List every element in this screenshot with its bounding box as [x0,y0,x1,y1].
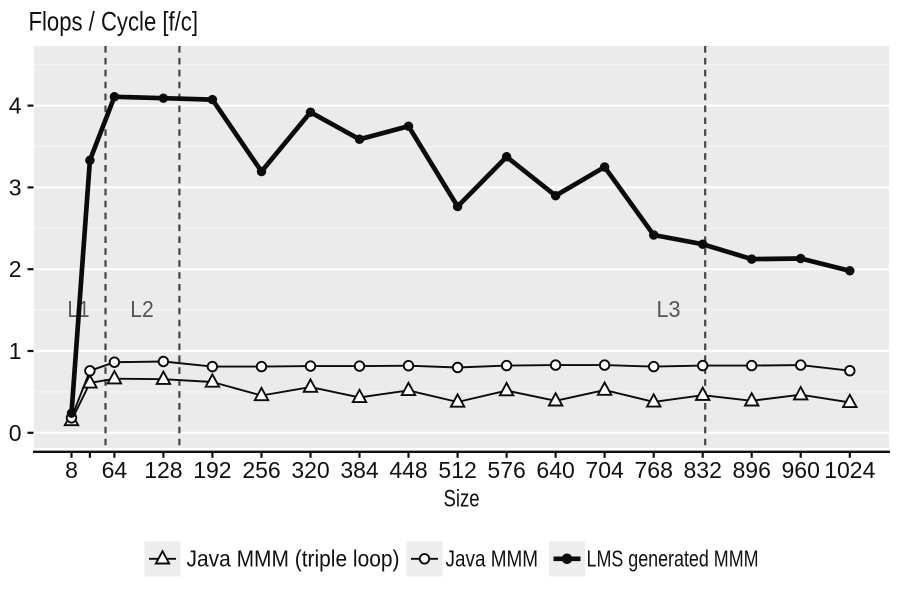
svg-text:896: 896 [733,457,771,483]
svg-text:L2: L2 [130,296,154,322]
svg-text:0: 0 [9,420,22,446]
svg-text:2: 2 [9,256,22,282]
svg-text:576: 576 [487,457,525,483]
svg-text:192: 192 [193,457,231,483]
svg-text:128: 128 [144,457,182,483]
svg-text:448: 448 [389,457,427,483]
svg-text:1024: 1024 [824,457,875,483]
svg-text:8: 8 [65,457,78,483]
svg-text:LMS generated MMM: LMS generated MMM [587,546,759,572]
svg-text:Java MMM (triple loop): Java MMM (triple loop) [187,546,400,572]
svg-text:64: 64 [102,457,128,483]
svg-text:512: 512 [438,457,476,483]
svg-text:3: 3 [9,174,22,200]
svg-text:L3: L3 [657,296,681,322]
svg-text:960: 960 [782,457,820,483]
svg-text:704: 704 [585,457,624,483]
svg-text:320: 320 [291,457,329,483]
svg-text:384: 384 [340,457,379,483]
svg-text:Java MMM: Java MMM [446,546,539,572]
svg-text:832: 832 [684,457,722,483]
svg-text:1: 1 [9,338,22,364]
svg-text:4: 4 [9,93,22,119]
svg-text:768: 768 [635,457,673,483]
svg-text:Flops / Cycle [f/c]: Flops / Cycle [f/c] [29,7,199,37]
svg-text:640: 640 [536,457,574,483]
svg-text:Size: Size [444,486,480,513]
svg-text:256: 256 [242,457,280,483]
